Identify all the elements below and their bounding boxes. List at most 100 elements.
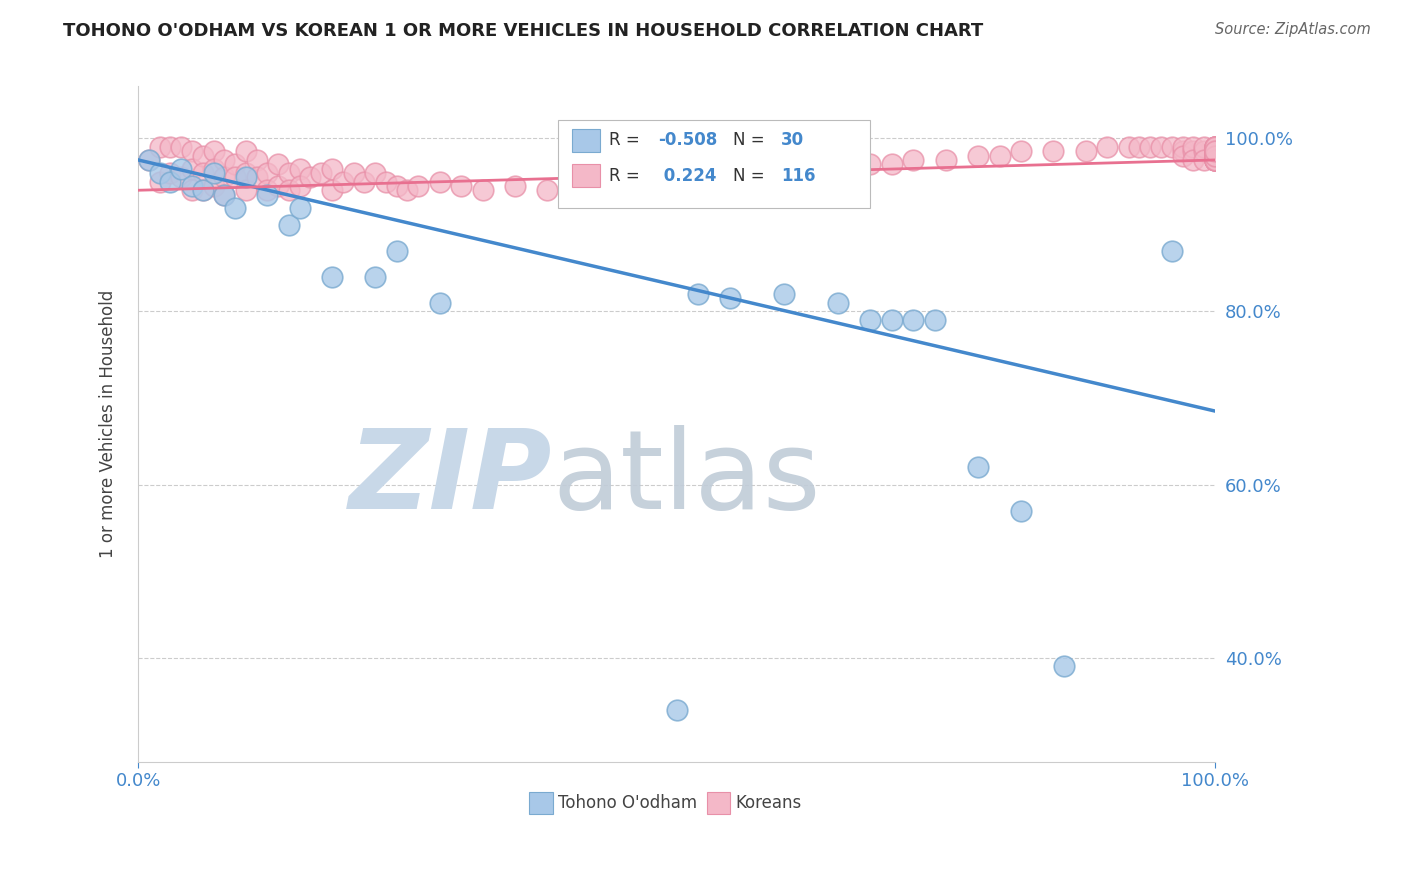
Point — [1204, 148, 1226, 162]
Text: ZIP: ZIP — [349, 425, 553, 532]
Text: Tohono O'odham: Tohono O'odham — [558, 794, 697, 812]
Point — [202, 145, 225, 159]
Point — [429, 295, 451, 310]
Point — [138, 153, 160, 167]
Point — [1204, 145, 1226, 159]
Text: TOHONO O'ODHAM VS KOREAN 1 OR MORE VEHICLES IN HOUSEHOLD CORRELATION CHART: TOHONO O'ODHAM VS KOREAN 1 OR MORE VEHIC… — [63, 22, 984, 40]
Point — [170, 140, 193, 154]
Point — [288, 201, 311, 215]
Point — [967, 148, 990, 162]
Point — [235, 166, 257, 180]
Point — [1204, 145, 1226, 159]
Point — [1204, 153, 1226, 167]
Point — [1010, 145, 1032, 159]
Point — [149, 166, 172, 180]
Point — [665, 703, 688, 717]
Point — [1171, 148, 1194, 162]
Point — [471, 183, 494, 197]
Point — [191, 148, 214, 162]
Point — [1182, 145, 1205, 159]
Point — [1160, 140, 1182, 154]
Point — [536, 183, 558, 197]
Point — [1204, 148, 1226, 162]
Point — [1204, 153, 1226, 167]
Point — [1204, 145, 1226, 159]
Point — [827, 161, 849, 176]
Point — [1128, 140, 1150, 154]
Point — [1192, 153, 1215, 167]
Point — [385, 244, 408, 258]
Point — [1182, 153, 1205, 167]
Point — [224, 157, 246, 171]
Point — [149, 175, 172, 189]
Point — [364, 269, 387, 284]
Point — [1204, 148, 1226, 162]
Point — [159, 140, 181, 154]
Point — [773, 170, 796, 185]
Point — [181, 161, 204, 176]
Point — [429, 175, 451, 189]
Point — [288, 161, 311, 176]
Point — [686, 178, 709, 193]
Point — [1204, 145, 1226, 159]
Point — [1182, 140, 1205, 154]
Point — [1204, 140, 1226, 154]
Point — [277, 218, 299, 232]
Point — [967, 460, 990, 475]
Point — [214, 170, 236, 185]
Point — [709, 166, 731, 180]
Point — [267, 178, 290, 193]
Point — [935, 153, 957, 167]
Point — [450, 178, 472, 193]
Point — [170, 161, 193, 176]
Point — [214, 187, 236, 202]
Point — [1204, 148, 1226, 162]
Point — [321, 183, 343, 197]
Text: N =: N = — [733, 131, 769, 149]
Point — [202, 166, 225, 180]
Point — [342, 166, 364, 180]
Point — [159, 166, 181, 180]
Text: -0.508: -0.508 — [658, 131, 717, 149]
Point — [202, 178, 225, 193]
Point — [730, 178, 752, 193]
Point — [503, 178, 526, 193]
Point — [170, 170, 193, 185]
Point — [751, 166, 773, 180]
Point — [256, 183, 278, 197]
FancyBboxPatch shape — [529, 792, 553, 814]
FancyBboxPatch shape — [558, 120, 870, 208]
Point — [224, 201, 246, 215]
Point — [1204, 145, 1226, 159]
Point — [181, 183, 204, 197]
Point — [321, 269, 343, 284]
Point — [1095, 140, 1118, 154]
Point — [406, 178, 429, 193]
Point — [859, 157, 882, 171]
Point — [579, 183, 602, 197]
Point — [903, 153, 925, 167]
Point — [277, 166, 299, 180]
Point — [364, 166, 387, 180]
Point — [1204, 153, 1226, 167]
Point — [644, 178, 666, 193]
Text: R =: R = — [609, 131, 645, 149]
Point — [214, 153, 236, 167]
Point — [827, 295, 849, 310]
Text: R =: R = — [609, 167, 645, 185]
Text: atlas: atlas — [553, 425, 821, 532]
Point — [1053, 659, 1076, 673]
Text: 30: 30 — [780, 131, 804, 149]
Point — [1204, 140, 1226, 154]
Point — [256, 187, 278, 202]
Point — [1139, 140, 1161, 154]
Point — [1192, 140, 1215, 154]
Point — [332, 175, 354, 189]
Point — [353, 175, 375, 189]
Point — [309, 166, 332, 180]
Point — [773, 287, 796, 301]
Point — [191, 183, 214, 197]
Text: 116: 116 — [780, 167, 815, 185]
Y-axis label: 1 or more Vehicles in Household: 1 or more Vehicles in Household — [100, 290, 117, 558]
Point — [1204, 153, 1226, 167]
